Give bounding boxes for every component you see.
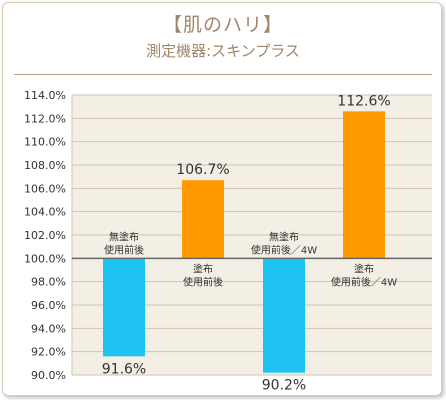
y-tick-label: 104.0% — [24, 206, 66, 219]
y-tick-label: 94.0% — [31, 322, 66, 335]
bar-value-label: 106.7% — [176, 162, 229, 178]
bar-category-label: 使用前後 — [183, 275, 223, 288]
y-tick-label: 92.0% — [31, 346, 66, 359]
title-divider — [14, 74, 432, 75]
y-tick-label: 106.0% — [24, 182, 66, 195]
bar-category-label: 使用前後／4W — [251, 243, 317, 256]
bar-category-label: 塗布 — [354, 262, 374, 275]
y-tick-label: 90.0% — [31, 369, 66, 382]
bar — [263, 258, 305, 373]
bar-value-label: 90.2% — [262, 378, 306, 394]
bar-category-label: 塗布 — [193, 262, 213, 275]
y-tick-label: 108.0% — [24, 159, 66, 172]
bar-category-label: 無塗布 — [109, 230, 139, 243]
bar-category-label: 無塗布 — [269, 230, 299, 243]
y-tick-label: 96.0% — [31, 299, 66, 312]
y-tick-label: 110.0% — [24, 136, 66, 149]
bar-category-label: 使用前後 — [104, 243, 144, 256]
chart-subtitle: 測定機器:スキンプラス — [146, 42, 300, 60]
y-tick-label: 100.0% — [24, 252, 66, 265]
bar-value-label: 112.6% — [337, 93, 390, 109]
y-tick-label: 102.0% — [24, 229, 66, 242]
bar — [343, 111, 385, 259]
bar — [103, 258, 145, 357]
chart-title: 【肌のハリ】 — [162, 14, 283, 36]
bar-category-label: 使用前後／4W — [331, 275, 397, 288]
y-tick-label: 98.0% — [31, 276, 66, 289]
y-tick-label: 112.0% — [24, 112, 66, 125]
bar-value-label: 91.6% — [102, 361, 146, 377]
y-tick-label: 114.0% — [24, 89, 66, 102]
bar — [182, 180, 224, 259]
